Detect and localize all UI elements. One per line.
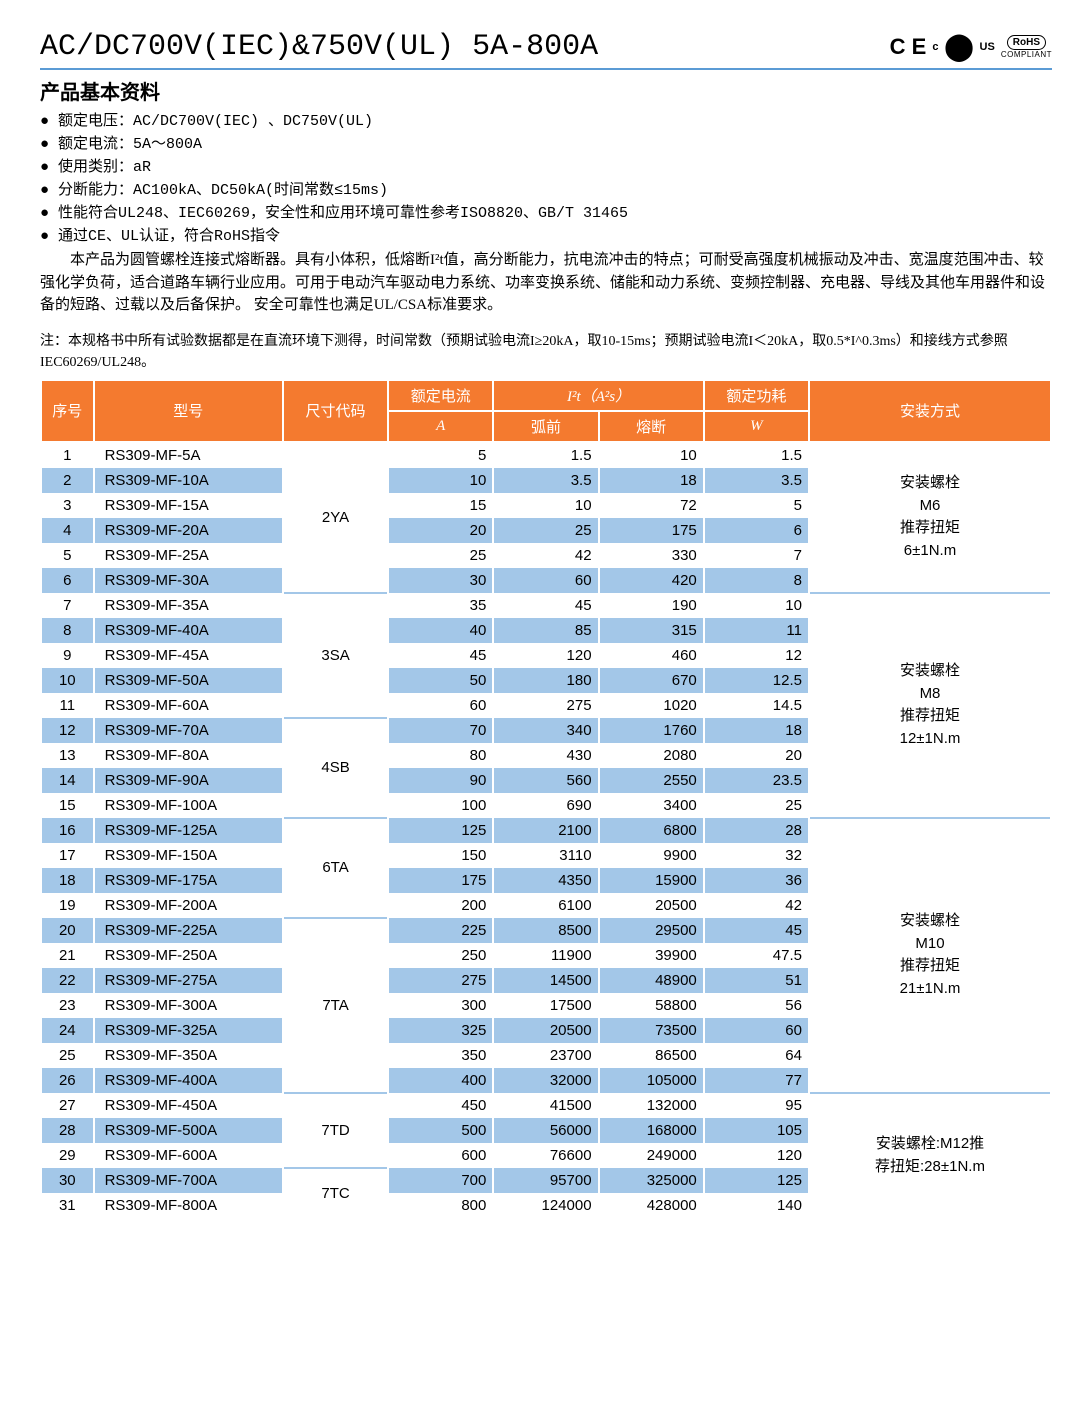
size-code-cell: 4SB — [283, 718, 388, 818]
mount-cell: 安装螺栓M8推荐扭矩12±1N.m — [809, 593, 1051, 818]
table-row: 27RS309-MF-450A7TD4504150013200095安装螺栓:M… — [41, 1093, 1051, 1118]
table-row: 16RS309-MF-125A6TA1252100680028安装螺栓M10推荐… — [41, 818, 1051, 843]
page-header: AC/DC700V(IEC)&750V(UL) 5A-800A C E c ⬤ … — [40, 30, 1052, 70]
bullet-item: 使用类别：aR — [40, 155, 1052, 176]
bullet-item: 额定电流：5A～800A — [40, 132, 1052, 153]
bullet-item: 分断能力：AC100kA、DC50kA(时间常数≤15ms) — [40, 178, 1052, 199]
rohs-compliant: COMPLIANT — [1001, 50, 1052, 59]
c-mark-icon: c — [932, 41, 938, 53]
cert-icons: C E c ⬤ US RoHS COMPLIANT — [890, 32, 1052, 62]
size-code-cell: 2YA — [283, 442, 388, 593]
bullet-list: 额定电压：AC/DC700V(IEC) 、DC750V(UL)额定电流：5A～8… — [40, 109, 1052, 245]
page-title: AC/DC700V(IEC)&750V(UL) 5A-800A — [40, 30, 598, 64]
rohs-block: RoHS COMPLIANT — [1001, 35, 1052, 59]
note-paragraph: 注：本规格书中所有试验数据都是在直流环境下测得，时间常数（预期试验电流I≥20k… — [40, 331, 1052, 373]
table-row: 1RS309-MF-5A2YA51.5101.5安装螺栓M6推荐扭矩6±1N.m — [41, 442, 1051, 468]
size-code-cell: 3SA — [283, 593, 388, 718]
table-row: 7RS309-MF-35A3SA354519010安装螺栓M8推荐扭矩12±1N… — [41, 593, 1051, 618]
rohs-icon: RoHS — [1007, 35, 1046, 50]
ul-icon: ⬤ — [944, 32, 973, 62]
size-code-cell: 6TA — [283, 818, 388, 918]
table-header: 序号型号尺寸代码额定电流I²t（A²s）额定功耗安装方式A弧前熔断W — [41, 380, 1051, 442]
mount-cell: 安装螺栓M10推荐扭矩21±1N.m — [809, 818, 1051, 1093]
section-heading: 产品基本资料 — [40, 76, 1052, 105]
bullet-item: 额定电压：AC/DC700V(IEC) 、DC750V(UL) — [40, 109, 1052, 130]
size-code-cell: 7TA — [283, 918, 388, 1093]
mount-cell: 安装螺栓M6推荐扭矩6±1N.m — [809, 442, 1051, 593]
description-paragraph: 本产品为圆管螺栓连接式熔断器。具有小体积，低熔断I²t值，高分断能力，抗电流冲击… — [40, 249, 1052, 317]
size-code-cell: 7TC — [283, 1168, 388, 1218]
bullet-item: 性能符合UL248、IEC60269，安全性和应用环境可靠性参考ISO8820、… — [40, 201, 1052, 222]
mount-cell: 安装螺栓:M12推荐扭矩:28±1N.m — [809, 1093, 1051, 1218]
table-body: 1RS309-MF-5A2YA51.5101.5安装螺栓M6推荐扭矩6±1N.m… — [41, 442, 1051, 1218]
ce-icon: C E — [890, 34, 927, 60]
size-code-cell: 7TD — [283, 1093, 388, 1168]
us-mark-icon: US — [980, 41, 995, 53]
spec-table: 序号型号尺寸代码额定电流I²t（A²s）额定功耗安装方式A弧前熔断W 1RS30… — [40, 379, 1052, 1218]
bullet-item: 通过CE、UL认证，符合RoHS指令 — [40, 224, 1052, 245]
